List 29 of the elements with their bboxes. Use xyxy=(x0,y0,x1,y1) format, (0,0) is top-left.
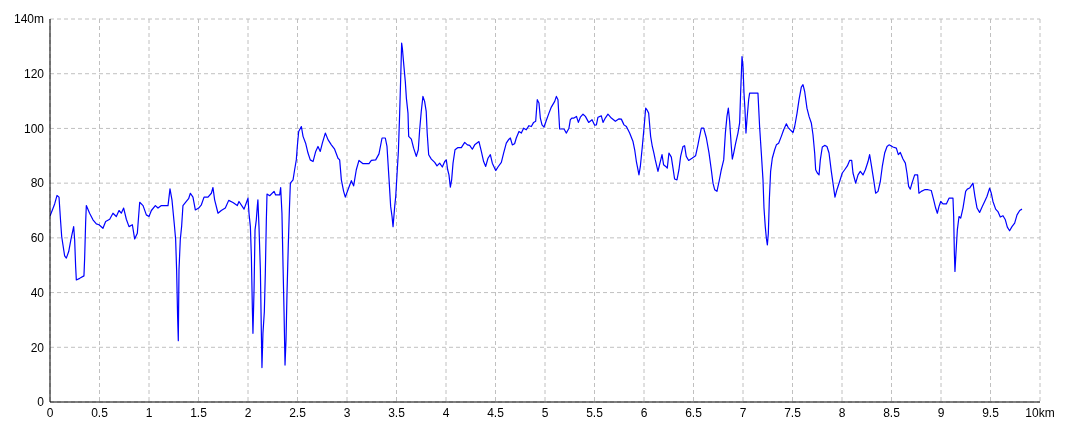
x-tick-label: 2.5 xyxy=(289,405,307,420)
x-tick-label: 10km xyxy=(1025,405,1055,420)
line-series xyxy=(50,42,1023,369)
x-tick-label: 7.5 xyxy=(784,405,802,420)
x-tick-label: 5 xyxy=(541,405,549,420)
y-tick-label: 40 xyxy=(30,285,45,300)
x-tick-label: 5.5 xyxy=(586,405,604,420)
x-tick-label: 2 xyxy=(244,405,252,420)
x-tick-label: 9.5 xyxy=(982,405,1000,420)
x-tick-label: 4 xyxy=(442,405,450,420)
x-tick-label: 3.5 xyxy=(388,405,406,420)
y-tick-label: 0 xyxy=(37,395,45,410)
x-tick-label: 8 xyxy=(838,405,846,420)
y-tick-label: 80 xyxy=(30,176,45,191)
x-tick-label: 8.5 xyxy=(883,405,901,420)
y-tick-label: 60 xyxy=(30,231,45,246)
x-tick-label: 9 xyxy=(937,405,945,420)
y-tick-label: 100 xyxy=(23,121,45,136)
y-tick-label: 140m xyxy=(13,12,44,27)
x-tick-label: 1.5 xyxy=(190,405,208,420)
x-tick-label: 0.5 xyxy=(91,405,109,420)
x-tick-label: 4.5 xyxy=(487,405,505,420)
x-tick-label: 6 xyxy=(640,405,648,420)
y-tick-label: 20 xyxy=(30,340,45,355)
x-tick-label: 3 xyxy=(343,405,351,420)
x-tick-label: 6.5 xyxy=(685,405,703,420)
x-tick-label: 1 xyxy=(145,405,153,420)
y-tick-label: 120 xyxy=(23,66,45,81)
x-tick-label: 7 xyxy=(739,405,747,420)
